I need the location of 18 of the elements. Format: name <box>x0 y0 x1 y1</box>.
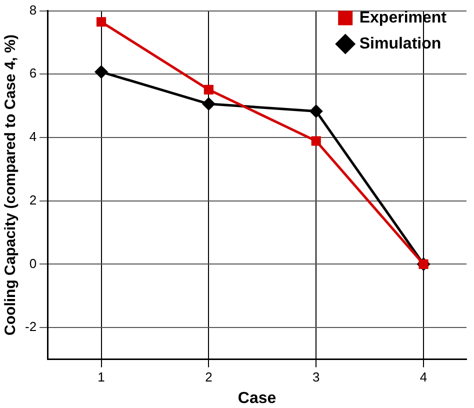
point <box>204 84 214 94</box>
y-axis-title: Cooling Capacity (compared to Case 4, %) <box>2 34 20 336</box>
point <box>95 66 108 78</box>
x-tick-label: 4 <box>420 370 428 385</box>
y-tick-label: 4 <box>29 129 37 144</box>
y-tick-label: 8 <box>29 2 37 18</box>
y-tick-label: -2 <box>24 319 37 334</box>
y-tick-label: 0 <box>29 256 37 271</box>
x-tick-label: 3 <box>312 370 320 385</box>
y-tick-label: 2 <box>29 192 37 208</box>
x-axis-title: Case <box>238 390 276 407</box>
x-tick-label: 2 <box>205 370 212 385</box>
point <box>310 104 322 118</box>
point <box>202 98 215 110</box>
point <box>96 17 106 27</box>
x-tick-label: 1 <box>98 370 105 385</box>
y-tick-label: 6 <box>29 66 37 81</box>
point <box>311 136 321 146</box>
